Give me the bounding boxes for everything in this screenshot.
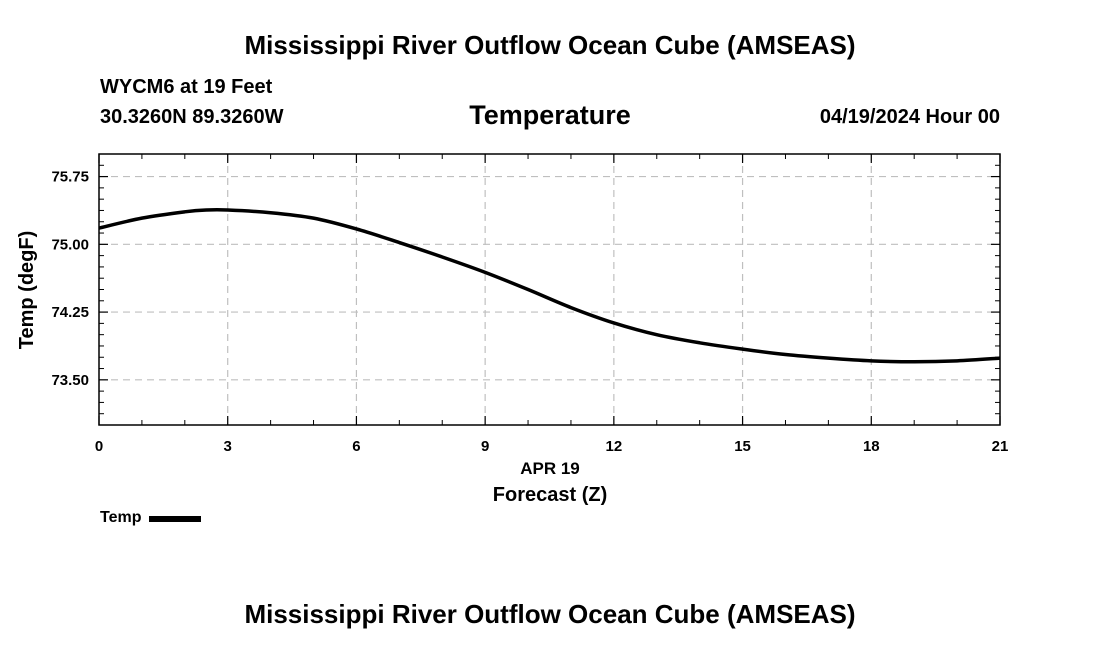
x-tick-label: 3 [224,438,232,455]
axis-labels: 0 3 6 9 12 15 18 21 73.50 74.25 75.00 75.75 [51,169,1008,455]
grid-lines [99,154,1000,425]
run-date: 04/19/2024 Hour 00 [819,106,1000,128]
legend-label: Temp [100,509,142,526]
x-tick-label: 0 [95,438,103,455]
legend-swatch [149,516,202,522]
x-tick-label: 12 [606,438,623,455]
y-tick-label: 75.00 [51,236,89,253]
x-tick-label: 21 [992,438,1009,455]
main-title: Mississippi River Outflow Ocean Cube (AM… [244,30,856,60]
x-tick-label: 6 [352,438,360,455]
x-tick-label: 9 [481,438,489,455]
footer-title: Mississippi River Outflow Ocean Cube (AM… [244,599,856,629]
station-coords: 30.3260N 89.3260W [100,106,284,128]
series-layer [98,207,1001,364]
y-tick-label: 73.50 [51,372,89,389]
x-tick-label: 18 [863,438,880,455]
x-tick-label: 15 [734,438,751,455]
legend: Temp [100,509,202,527]
y-axis-label: Temp (degF) [16,231,38,350]
chart-title: Temperature [469,100,631,130]
y-tick-label: 74.25 [51,304,89,321]
station-label: WYCM6 at 19 Feet [100,76,273,98]
x-axis-label: Forecast (Z) [493,484,607,506]
y-tick-label: 75.75 [51,169,89,186]
x-axis-date-label: APR 19 [520,459,580,478]
axis-ticks [98,154,1001,425]
series-line-temp [98,207,1001,364]
plot-frame [98,153,1001,426]
